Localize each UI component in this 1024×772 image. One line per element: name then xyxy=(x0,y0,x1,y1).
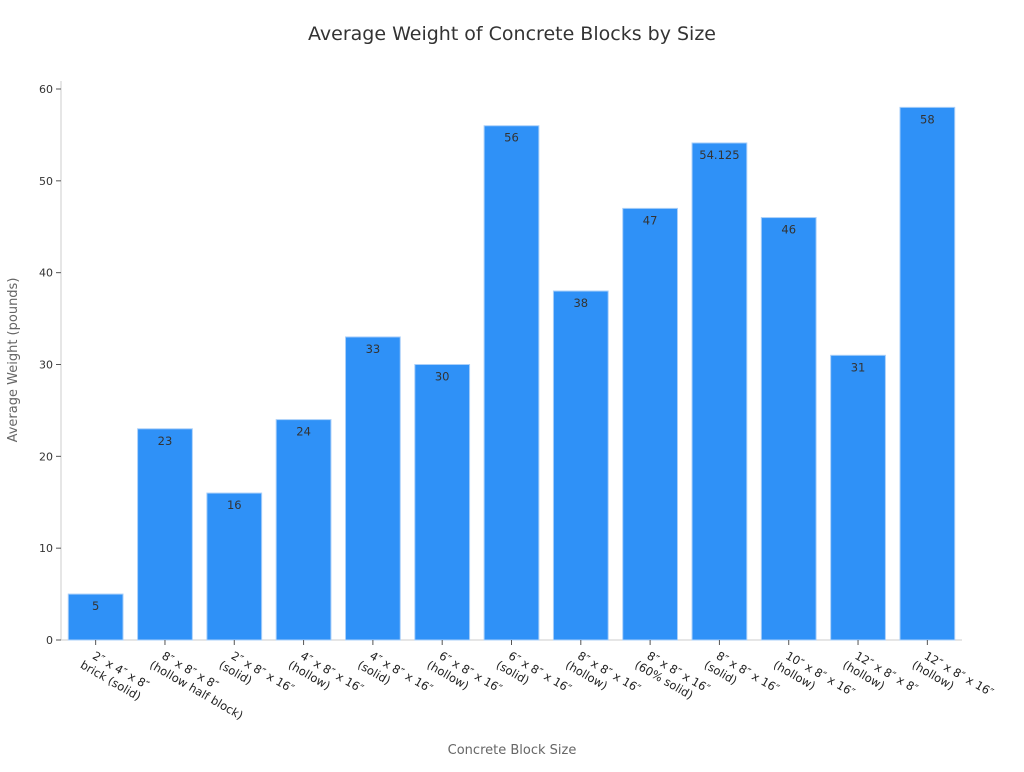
x-tick-label: 12″ x 8″ x 8″(hollow) xyxy=(840,645,921,708)
x-tick-label: 8″ x 8″ x 16″(solid) xyxy=(702,645,783,708)
bar xyxy=(275,419,332,641)
bar xyxy=(345,336,401,641)
data-label: 56 xyxy=(504,131,519,145)
y-tick-label: 40 xyxy=(39,267,53,280)
bar xyxy=(137,428,193,641)
bar xyxy=(483,125,540,641)
x-tick-label: 8″ x 8″ x 16″(hollow) xyxy=(563,645,644,708)
data-label: 16 xyxy=(227,498,242,512)
bar xyxy=(899,106,956,641)
bar xyxy=(622,207,678,641)
x-tick-label: 12″ x 8″ x 16″(hollow) xyxy=(910,645,997,711)
data-label: 33 xyxy=(366,342,381,356)
y-tick-label: 0 xyxy=(46,634,53,647)
y-tick-label: 20 xyxy=(39,450,53,463)
x-axis-label: Concrete Block Size xyxy=(448,743,577,758)
bar xyxy=(830,354,886,641)
x-tick-label: 2″ x 4″ x 8″brick (solid) xyxy=(78,645,152,704)
data-label: 24 xyxy=(296,425,311,439)
data-label: 46 xyxy=(781,223,796,237)
chart-title: Average Weight of Concrete Blocks by Siz… xyxy=(308,23,716,45)
y-tick-label: 30 xyxy=(39,359,53,372)
bar xyxy=(552,290,609,641)
x-tick-label: 2″ x 8″ x 16″(solid) xyxy=(217,645,298,708)
x-tick-label: 4″ x 8″ x 16″(hollow) xyxy=(286,645,367,708)
x-tick-label: 8″ x 8″ x 16″(60% solid) xyxy=(632,645,713,708)
data-label: 31 xyxy=(851,360,866,374)
bar xyxy=(206,492,263,641)
data-label: 47 xyxy=(643,213,658,227)
data-label: 5 xyxy=(92,599,99,613)
data-label: 54.125 xyxy=(699,148,739,162)
bar xyxy=(414,364,471,641)
x-tick-label: 10″ x 8″ x 16″(hollow) xyxy=(771,645,858,711)
y-tick-label: 60 xyxy=(39,83,53,96)
bar xyxy=(67,593,124,641)
y-axis-label: Average Weight (pounds) xyxy=(6,278,21,443)
data-label: 38 xyxy=(573,296,588,310)
bar xyxy=(760,217,817,641)
x-tick-label: 4″ x 8″ x 16″(solid) xyxy=(355,645,436,708)
x-tick-label: 6″ x 8″ x 16″(hollow) xyxy=(424,645,505,708)
data-label: 23 xyxy=(158,434,173,448)
data-label: 58 xyxy=(920,112,935,126)
bar xyxy=(691,142,748,641)
data-label: 30 xyxy=(435,370,450,384)
x-tick-label: 6″ x 8″ x 16″(solid) xyxy=(494,645,575,708)
y-tick-label: 50 xyxy=(39,175,53,188)
y-tick-label: 10 xyxy=(39,542,53,555)
